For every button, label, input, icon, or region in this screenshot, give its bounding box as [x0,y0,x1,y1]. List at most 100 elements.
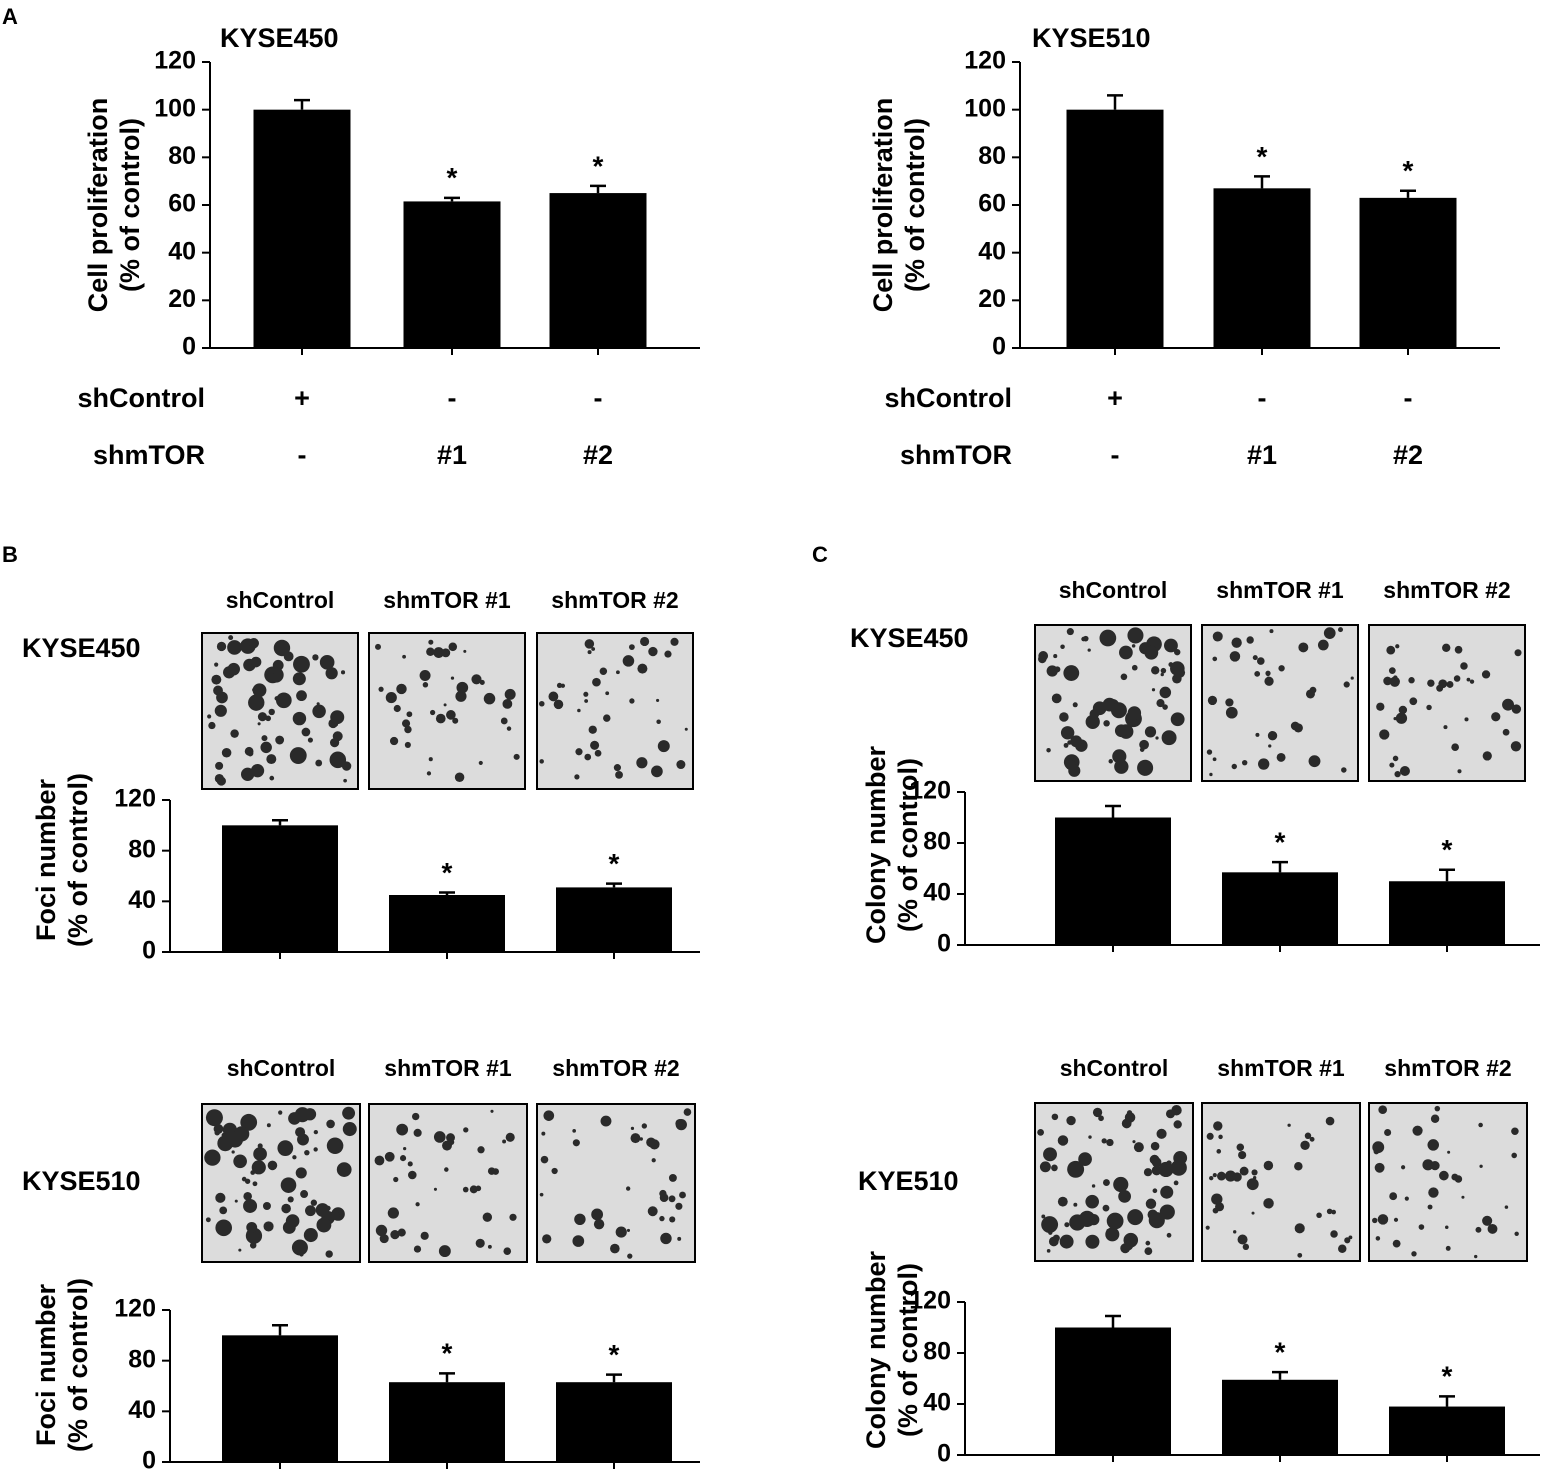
colony-dot [415,1202,420,1207]
y-tick-label: 0 [937,930,951,958]
colony-dot [1394,770,1401,778]
colony-dot [221,1132,227,1138]
colony-dot [250,763,265,778]
colony-dot [303,1228,318,1243]
colony-dot [1106,1138,1114,1147]
colony-dot [455,690,467,702]
colony-dot [1225,706,1238,719]
colony-dot [261,735,268,742]
colony-dot [1046,1249,1051,1253]
colony-dot [1255,732,1260,737]
colony-dot [250,1170,256,1175]
image-frame [536,632,694,790]
error-bar [1107,94,1123,110]
colony-dot [504,688,516,700]
colony-dot [478,760,483,765]
colony-dot [407,1161,413,1167]
colony-dot [605,691,610,696]
colony-dot [1264,676,1274,686]
error-bar [1105,804,1121,818]
colony-dot [1060,644,1065,649]
colony-dot [215,1192,226,1203]
colony-dot [1379,729,1390,740]
colony-dot [1511,1152,1517,1159]
colony-dot [342,1106,356,1120]
colony-image [536,1103,696,1263]
colony-dot [1207,695,1218,706]
colony-image [201,632,359,790]
colony-dot [1338,1244,1347,1253]
colony-dot [216,691,228,704]
significance-mark: * [593,150,604,181]
y-tick-label: 60 [978,190,1006,218]
colony-dot [487,1244,492,1249]
colony-dot [315,759,323,767]
colony-dot [248,638,259,649]
y-tick-label: 0 [182,333,196,361]
y-tick-label: 120 [964,47,1006,75]
colony-dot [1294,1161,1303,1171]
colony-dot [630,1133,641,1144]
colony-dot [1218,1134,1223,1140]
colony-dot [1123,1241,1134,1251]
bar [389,895,505,952]
colony-dot [205,1109,223,1127]
colony-dot [1041,1216,1059,1234]
colony-dot [240,1113,258,1131]
colony-dot [1066,1115,1076,1126]
colony-dot [1378,1105,1388,1115]
colony-dot [1139,739,1149,750]
colony-dot [244,1178,251,1184]
colony-dot [419,669,431,681]
colony-dot [325,667,338,680]
colony-dot [319,655,335,670]
colony-dot [651,1158,656,1163]
colony-dot [506,726,512,731]
colony-dot [1309,1136,1315,1142]
colony-dot [660,1232,672,1245]
colony-dot [1478,1122,1483,1128]
colony-dot [1133,1142,1144,1153]
colony-dot [1081,636,1086,642]
colony-dot [1066,628,1074,636]
colony-dot [1108,759,1113,764]
colony-dot [1051,1164,1058,1172]
colony-dot [591,647,596,651]
colony-dot [403,1146,407,1151]
colony-dot [641,1123,647,1129]
colony-dot [1466,677,1471,682]
colony-dot [393,1176,399,1183]
colony-dot [1457,769,1462,774]
colony-dot [463,1127,469,1133]
colony-dot [1309,686,1317,694]
colony-dot [1399,765,1410,777]
colony-dot [1418,1224,1425,1230]
colony-dot [207,714,212,719]
colony-dot [1393,675,1398,680]
colony-dot [1098,1115,1104,1122]
colony-dot [1106,1212,1124,1230]
y-tick-label: 40 [128,886,156,914]
y-axis-label: (% of control) [893,758,923,932]
colony-dot [1149,1154,1160,1165]
colony-dot [551,1167,558,1175]
colony-dot [1426,704,1432,711]
colony-dot [1155,736,1159,740]
colony-dot [1127,706,1142,720]
colony-dot [263,1221,274,1232]
colony-dot [1375,1236,1381,1241]
colony-dot [1445,1245,1451,1251]
colony-dot [1148,1212,1165,1229]
colony-dot [1231,637,1242,648]
colony-dot [456,681,469,694]
colony-dot [1132,1140,1136,1144]
colony-dot [295,1167,307,1179]
y-axis-label: Cell proliferation [868,98,898,313]
colony-dot [251,1160,266,1175]
colony-dot [1337,627,1344,633]
colony-dot [628,644,635,650]
colony-dot [1160,667,1167,674]
colony-dot [1038,654,1047,664]
bar [1359,197,1457,348]
